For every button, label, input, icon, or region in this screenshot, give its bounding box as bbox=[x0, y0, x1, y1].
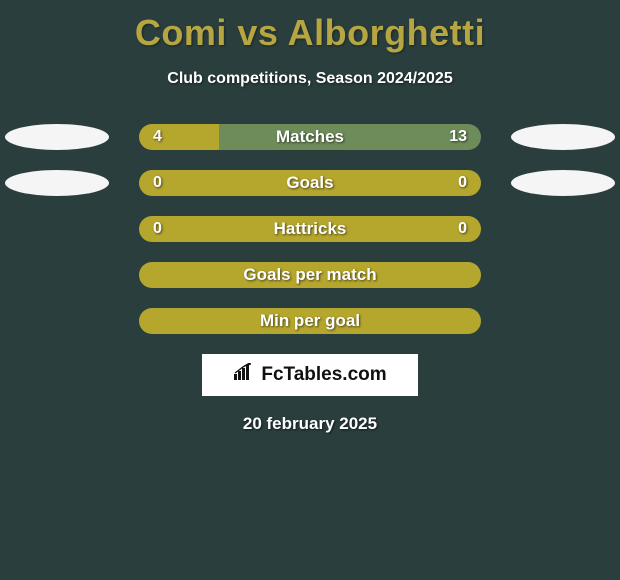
player-ellipse-right bbox=[511, 170, 615, 196]
spacer bbox=[511, 262, 615, 288]
bar-chart-icon bbox=[233, 363, 255, 387]
stat-bar: 00Hattricks bbox=[139, 216, 481, 242]
subtitle: Club competitions, Season 2024/2025 bbox=[0, 70, 620, 88]
player-ellipse-left bbox=[5, 170, 109, 196]
stat-bar: Goals per match bbox=[139, 262, 481, 288]
stat-label: Hattricks bbox=[139, 216, 481, 242]
stat-row: 413Matches bbox=[0, 124, 620, 150]
player-ellipse-left bbox=[5, 124, 109, 150]
stat-rows: 413Matches 00Goals 00Hattricks Goals per ma… bbox=[0, 124, 620, 334]
spacer bbox=[5, 262, 109, 288]
stat-bar: 00Goals bbox=[139, 170, 481, 196]
stat-label: Goals bbox=[139, 170, 481, 196]
stat-label: Goals per match bbox=[139, 262, 481, 288]
stat-label: Min per goal bbox=[139, 308, 481, 334]
page-title: Comi vs Alborghetti bbox=[0, 0, 620, 54]
stat-row: Goals per match bbox=[0, 262, 620, 288]
player-ellipse-right bbox=[511, 124, 615, 150]
brand-logo-text: FcTables.com bbox=[261, 364, 386, 386]
spacer bbox=[5, 308, 109, 334]
stat-row: Min per goal bbox=[0, 308, 620, 334]
date-text: 20 february 2025 bbox=[0, 414, 620, 434]
stat-bar: Min per goal bbox=[139, 308, 481, 334]
stat-bar: 413Matches bbox=[139, 124, 481, 150]
stat-row: 00Hattricks bbox=[0, 216, 620, 242]
spacer bbox=[511, 308, 615, 334]
spacer bbox=[5, 216, 109, 242]
spacer bbox=[511, 216, 615, 242]
stat-label: Matches bbox=[139, 124, 481, 150]
stat-row: 00Goals bbox=[0, 170, 620, 196]
brand-logo: FcTables.com bbox=[202, 354, 418, 396]
